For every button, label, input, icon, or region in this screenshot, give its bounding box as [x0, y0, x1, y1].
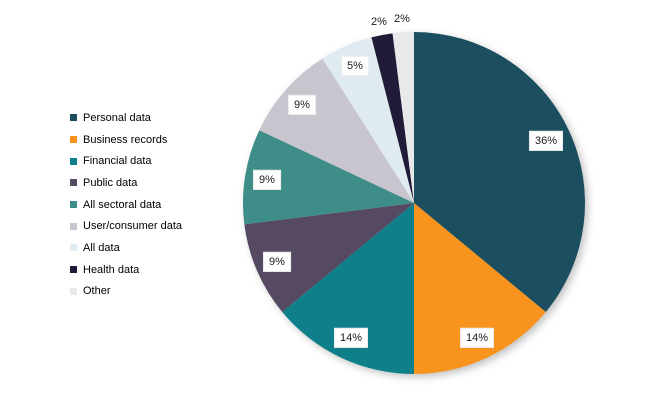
legend-swatch-health-data — [70, 266, 77, 274]
legend-item-financial-data: Financial data — [70, 150, 182, 172]
legend-label: User/consumer data — [83, 220, 183, 233]
legend-label: Public data — [83, 176, 138, 189]
pie-slice-public-data — [244, 203, 414, 312]
chart-legend: Personal data Business records Financial d… — [70, 107, 182, 302]
legend-item-other: Other — [70, 281, 182, 303]
legend-label: Personal data — [83, 111, 151, 124]
legend-item-business-records: Business records — [70, 129, 182, 151]
pie-slice-financial-data — [282, 203, 414, 374]
legend-label: Financial data — [83, 155, 152, 168]
legend-swatch-business-records — [70, 136, 77, 144]
legend-swatch-other — [70, 287, 77, 295]
legend-swatch-public-data — [70, 179, 77, 187]
legend-item-public-data: Public data — [70, 172, 182, 194]
legend-label: All data — [83, 241, 120, 254]
pie-slices-group — [243, 32, 586, 374]
legend-swatch-financial-data — [70, 157, 77, 165]
pie-slice-business-records — [414, 203, 546, 374]
legend-label: Other — [83, 285, 111, 298]
legend-label: All sectoral data — [83, 198, 162, 211]
legend-swatch-personal-data — [70, 114, 77, 122]
pie-slice-health-data — [371, 33, 414, 203]
pie-slice-all-data — [322, 37, 414, 204]
legend-item-all-sectoral-data: All sectoral data — [70, 194, 182, 216]
legend-item-user-consumer-data: User/consumer data — [70, 215, 182, 237]
pie-slice-personal-data — [414, 32, 586, 312]
legend-item-all-data: All data — [70, 237, 182, 259]
legend-label: Health data — [83, 263, 140, 276]
pie-slice-all-sectoral-data — [243, 130, 414, 225]
legend-item-personal-data: Personal data — [70, 107, 182, 129]
pie-slice-user-consumer-data — [259, 58, 414, 204]
legend-item-health-data: Health data — [70, 259, 182, 281]
legend-swatch-user-consumer-data — [70, 222, 77, 230]
legend-swatch-all-data — [70, 244, 77, 252]
legend-swatch-all-sectoral-data — [70, 201, 77, 209]
pie-slice-other — [392, 32, 414, 203]
legend-label: Business records — [83, 133, 168, 146]
